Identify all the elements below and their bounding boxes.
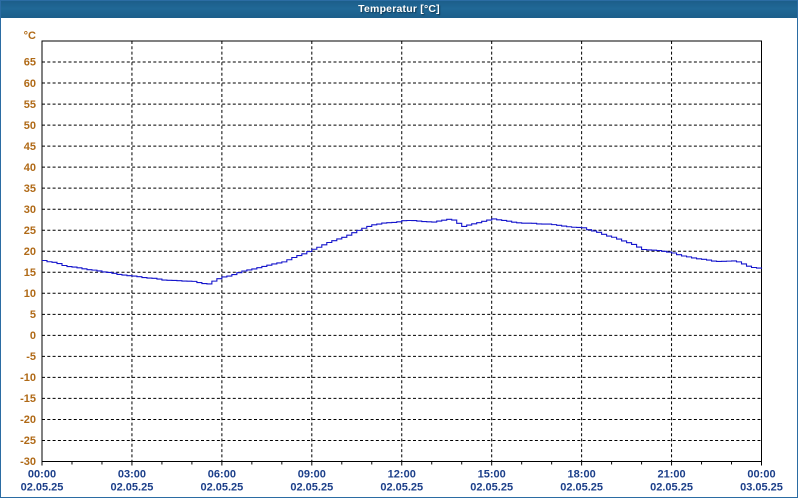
- svg-text:02.05.25: 02.05.25: [650, 482, 693, 494]
- svg-text:02.05.25: 02.05.25: [290, 482, 333, 494]
- svg-text:15: 15: [24, 267, 36, 279]
- svg-text:00:00: 00:00: [747, 469, 775, 481]
- svg-text:15:00: 15:00: [478, 469, 506, 481]
- svg-text:60: 60: [24, 78, 36, 90]
- svg-text:06:00: 06:00: [208, 469, 236, 481]
- svg-text:-20: -20: [20, 414, 36, 426]
- svg-text:21:00: 21:00: [657, 469, 685, 481]
- svg-text:-30: -30: [20, 456, 36, 468]
- svg-text:55: 55: [24, 99, 36, 111]
- svg-text:35: 35: [24, 183, 36, 195]
- svg-text:00:00: 00:00: [28, 469, 56, 481]
- svg-text:0: 0: [30, 330, 36, 342]
- svg-text:02.05.25: 02.05.25: [560, 482, 603, 494]
- svg-text:25: 25: [24, 225, 36, 237]
- svg-text:09:00: 09:00: [298, 469, 326, 481]
- svg-text:12:00: 12:00: [388, 469, 416, 481]
- svg-text:02.05.25: 02.05.25: [470, 482, 513, 494]
- svg-text:45: 45: [24, 141, 36, 153]
- svg-text:-25: -25: [20, 435, 36, 447]
- svg-text:-5: -5: [26, 351, 36, 363]
- svg-text:18:00: 18:00: [568, 469, 596, 481]
- svg-text:30: 30: [24, 204, 36, 216]
- svg-text:10: 10: [24, 288, 36, 300]
- svg-text:5: 5: [30, 309, 36, 321]
- svg-text:-10: -10: [20, 372, 36, 384]
- svg-text:65: 65: [24, 57, 36, 69]
- svg-text:50: 50: [24, 120, 36, 132]
- svg-text:20: 20: [24, 246, 36, 258]
- svg-text:02.05.25: 02.05.25: [111, 482, 154, 494]
- svg-text:-15: -15: [20, 393, 36, 405]
- svg-text:02.05.25: 02.05.25: [200, 482, 243, 494]
- svg-text:°C: °C: [24, 30, 36, 42]
- svg-text:03.05.25: 03.05.25: [740, 482, 783, 494]
- svg-text:03:00: 03:00: [118, 469, 146, 481]
- svg-text:02.05.25: 02.05.25: [21, 482, 64, 494]
- svg-text:02.05.25: 02.05.25: [380, 482, 423, 494]
- svg-text:40: 40: [24, 162, 36, 174]
